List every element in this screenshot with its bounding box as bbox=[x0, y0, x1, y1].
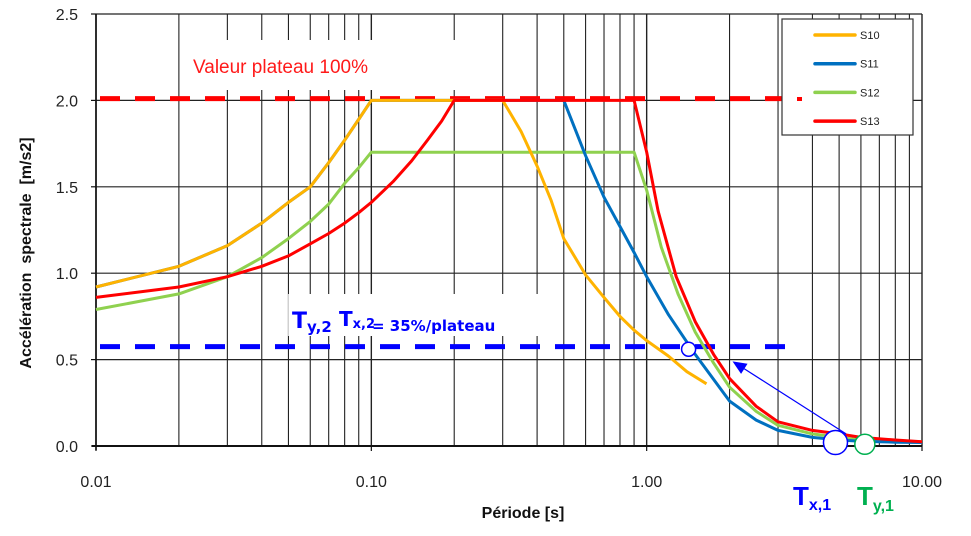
tx1-label: Tx,1 bbox=[793, 481, 831, 514]
tx2-main: T bbox=[339, 307, 353, 331]
legend-label-s11: S11 bbox=[860, 59, 879, 71]
series-line-s13 bbox=[95, 98, 923, 444]
legend-box bbox=[781, 18, 914, 136]
arrow-group bbox=[732, 361, 847, 435]
tick-labels: 0.0 0.5 1.0 1.5 2.0 2.5 0.01 0.10 1.00 10.00 bbox=[56, 7, 942, 491]
y-tick-label: 1.0 bbox=[56, 266, 78, 283]
tx1-sub: x,1 bbox=[809, 497, 831, 514]
tx1-main: T bbox=[793, 481, 809, 511]
ty2-sub: y,2 bbox=[307, 318, 332, 336]
t2-annotation-border bbox=[288, 294, 289, 336]
y-tick-label: 0.0 bbox=[56, 439, 78, 456]
y-axis-title: Accélération spectrale [m/s2] bbox=[18, 137, 35, 368]
tx2-label: Tx,2 bbox=[339, 307, 375, 332]
x-tick-label: 0.01 bbox=[80, 474, 111, 491]
plateau-label-background bbox=[180, 40, 500, 90]
x-tick-label: 0.10 bbox=[356, 474, 387, 491]
t2-annotation: Ty,2 Tx,2 = 35%/plateau bbox=[292, 307, 495, 336]
plateau-line-end-dot bbox=[797, 97, 802, 101]
ty1-main: T bbox=[857, 481, 873, 511]
y-tick-label: 0.5 bbox=[56, 353, 78, 370]
series-line-s12 bbox=[95, 150, 923, 444]
reference-lines bbox=[100, 96, 794, 350]
ty2-main: T bbox=[292, 309, 307, 334]
t2-annotation-background bbox=[288, 294, 538, 336]
annotation-backgrounds bbox=[180, 40, 538, 336]
ty1-marker bbox=[854, 433, 876, 456]
tx1-marker bbox=[822, 429, 849, 456]
ty1-sub: y,1 bbox=[873, 498, 894, 515]
markers bbox=[680, 341, 876, 456]
legend: S10 S11 S12 S13 bbox=[781, 18, 914, 136]
arrow-shaft bbox=[740, 365, 847, 435]
tx2-sub: x,2 bbox=[353, 317, 375, 332]
plateau-label: Valeur plateau 100% bbox=[193, 57, 368, 78]
x-tick-label: 10.00 bbox=[902, 474, 942, 491]
x-tick-label: 1.00 bbox=[631, 474, 662, 491]
x-axis-title: Période [s] bbox=[482, 505, 565, 522]
legend-label-s12: S12 bbox=[860, 87, 880, 99]
tx2-marker bbox=[680, 341, 697, 357]
y-tick-label: 2.0 bbox=[56, 93, 78, 110]
legend-label-s13: S13 bbox=[860, 116, 880, 128]
ty2-label: Ty,2 bbox=[292, 309, 332, 336]
legend-label-s10: S10 bbox=[860, 30, 880, 42]
y-tick-label: 2.5 bbox=[56, 7, 78, 24]
series-lines bbox=[95, 98, 923, 444]
ty1-label: Ty,1 bbox=[857, 481, 894, 515]
ratio-label: = 35%/plateau bbox=[372, 317, 495, 335]
y-tick-label: 1.5 bbox=[56, 180, 78, 197]
axes bbox=[91, 13, 923, 451]
series-line-s10 bbox=[95, 98, 708, 386]
arrow-head bbox=[732, 361, 748, 374]
